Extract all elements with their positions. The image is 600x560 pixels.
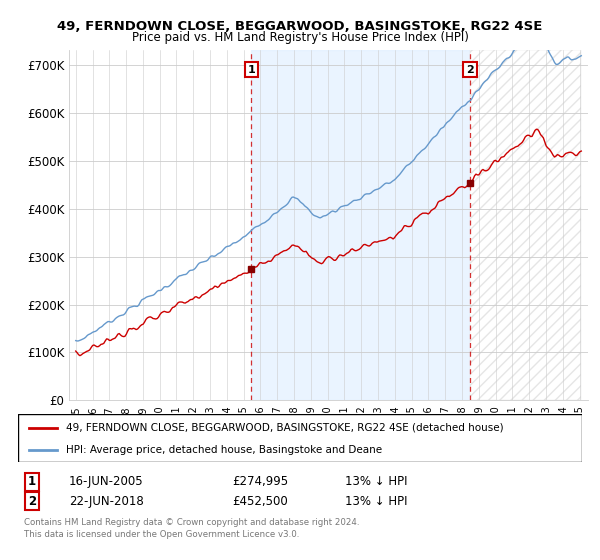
Text: 49, FERNDOWN CLOSE, BEGGARWOOD, BASINGSTOKE, RG22 4SE (detached house): 49, FERNDOWN CLOSE, BEGGARWOOD, BASINGST…: [66, 423, 503, 433]
Text: 1: 1: [247, 64, 255, 74]
Text: 2: 2: [28, 494, 36, 508]
Text: 1: 1: [28, 475, 36, 488]
FancyBboxPatch shape: [18, 414, 582, 462]
Bar: [470, 50, 581, 400]
Text: 2: 2: [466, 64, 474, 74]
Text: 13% ↓ HPI: 13% ↓ HPI: [345, 494, 407, 508]
Text: HPI: Average price, detached house, Basingstoke and Deane: HPI: Average price, detached house, Basi…: [66, 445, 382, 455]
Text: 22-JUN-2018: 22-JUN-2018: [69, 494, 143, 508]
Bar: [470, 50, 581, 400]
Text: Price paid vs. HM Land Registry's House Price Index (HPI): Price paid vs. HM Land Registry's House …: [131, 31, 469, 44]
Text: This data is licensed under the Open Government Licence v3.0.: This data is licensed under the Open Gov…: [23, 530, 299, 539]
Text: £274,995: £274,995: [232, 475, 289, 488]
Text: 49, FERNDOWN CLOSE, BEGGARWOOD, BASINGSTOKE, RG22 4SE: 49, FERNDOWN CLOSE, BEGGARWOOD, BASINGST…: [58, 20, 542, 32]
Text: £452,500: £452,500: [232, 494, 288, 508]
Bar: [251, 50, 470, 400]
Text: 13% ↓ HPI: 13% ↓ HPI: [345, 475, 407, 488]
Text: Contains HM Land Registry data © Crown copyright and database right 2024.: Contains HM Land Registry data © Crown c…: [23, 517, 359, 527]
Text: 16-JUN-2005: 16-JUN-2005: [69, 475, 143, 488]
